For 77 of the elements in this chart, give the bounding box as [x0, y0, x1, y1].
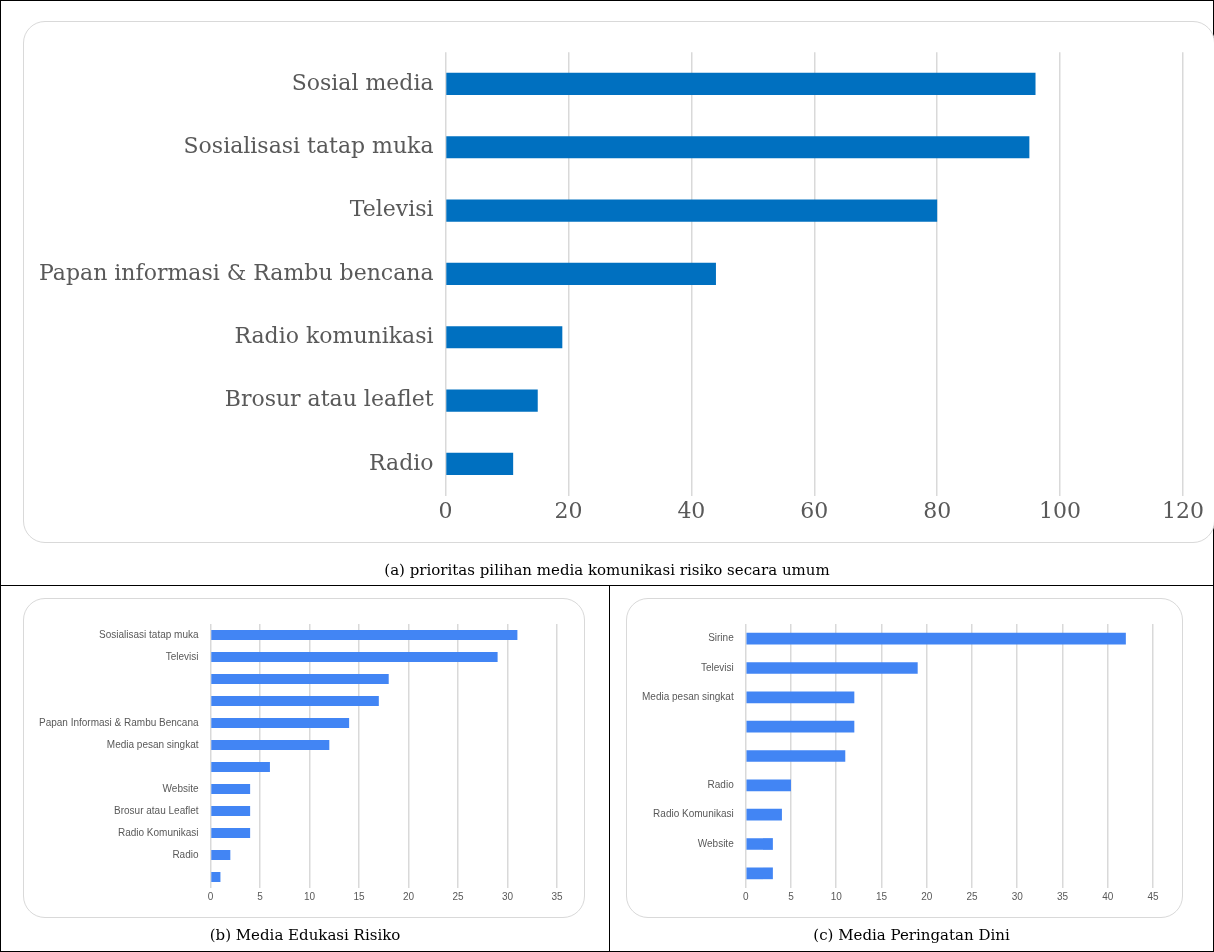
- x-tick-label: 15: [875, 890, 888, 902]
- y-tick-label: Sosialisasi tatap muka: [99, 628, 199, 640]
- y-tick-label: Televisi: [165, 650, 199, 662]
- text: (a) prioritas pilihan media komunikasi risiko secara umum: [383, 561, 831, 579]
- x-tick-label: 100: [1039, 497, 1082, 523]
- bar: [446, 452, 514, 476]
- x-tick-label: 40: [677, 497, 706, 523]
- bar: [746, 720, 855, 733]
- x-tick-label: 25: [966, 890, 978, 902]
- bar: [211, 762, 270, 772]
- y-tick-label: Media pesan singkat: [106, 738, 199, 750]
- x-tick-label: 120: [1162, 497, 1204, 523]
- x-tick-label: 20: [402, 890, 415, 902]
- bar: [746, 750, 846, 762]
- bar: [211, 740, 330, 750]
- y-tick-label: Radio: [172, 848, 199, 860]
- x-tick-label: 35: [1056, 890, 1069, 902]
- bar: [211, 784, 251, 794]
- bar: [746, 632, 1126, 645]
- bar: [211, 674, 389, 684]
- y-tick-label: Televisi: [700, 661, 734, 673]
- y-tick-label: Radio Komunikasi: [653, 808, 734, 820]
- bar: [211, 872, 221, 882]
- bar: [211, 850, 231, 860]
- y-tick-label: Sosial media: [291, 69, 434, 95]
- y-tick-label: Radio: [369, 449, 434, 475]
- x-tick-label: 0: [742, 890, 749, 902]
- y-tick-label: Papan Informasi & Rambu Bencana: [38, 716, 199, 728]
- x-tick-label: 60: [800, 497, 829, 523]
- y-tick-label: Brosur atau leaflet: [224, 386, 434, 412]
- bar: [211, 718, 350, 728]
- y-tick-label: Website: [697, 837, 735, 849]
- text: (c) Media Peringatan Dini: [812, 926, 1011, 944]
- x-tick-label: 25: [452, 890, 465, 902]
- x-tick-label: 10: [830, 890, 843, 902]
- bar: [211, 828, 251, 838]
- bar: [211, 696, 379, 706]
- text: (b) Media Edukasi Risiko: [208, 926, 402, 944]
- x-tick-label: 15: [353, 890, 366, 902]
- x-tick-label: 30: [1011, 890, 1024, 902]
- bar: [746, 779, 791, 792]
- x-tick-label: 30: [501, 890, 514, 902]
- bar: [446, 199, 938, 222]
- y-tick-label: Website: [162, 782, 199, 794]
- x-tick-label: 20: [921, 890, 933, 902]
- x-tick-label: 40: [1102, 890, 1114, 902]
- y-tick-label: Papan informasi & Rambu bencana: [39, 259, 434, 285]
- bar: [746, 867, 773, 880]
- bar: [446, 136, 1030, 159]
- bar: [746, 808, 782, 821]
- x-tick-label: 5: [257, 890, 264, 902]
- bar: [446, 262, 716, 285]
- bar: [211, 630, 518, 640]
- y-tick-label: Radio Komunikasi: [117, 826, 199, 838]
- bar: [746, 662, 918, 674]
- bar: [746, 838, 773, 850]
- bar: [446, 72, 1036, 95]
- bar: [211, 652, 498, 662]
- x-tick-label: 35: [551, 890, 563, 902]
- bar: [211, 806, 251, 816]
- x-tick-label: 10: [303, 890, 316, 902]
- x-tick-label: 20: [554, 497, 583, 523]
- y-tick-label: Televisi: [349, 196, 434, 222]
- x-tick-label: 5: [788, 890, 795, 902]
- x-tick-label: 0: [207, 890, 214, 902]
- x-tick-label: 80: [923, 497, 952, 523]
- y-tick-label: Radio: [707, 779, 735, 791]
- bar: [446, 389, 538, 412]
- y-tick-label: Radio komunikasi: [234, 322, 434, 348]
- bar: [446, 326, 563, 349]
- y-tick-label: Brosur atau Leaflet: [114, 804, 199, 816]
- y-tick-label: Sirine: [708, 632, 735, 644]
- y-tick-label: Media pesan singkat: [641, 691, 734, 703]
- x-tick-label: 45: [1147, 890, 1159, 902]
- x-tick-label: 0: [438, 497, 453, 523]
- bar: [746, 691, 855, 704]
- y-tick-label: Sosialisasi tatap muka: [183, 132, 434, 158]
